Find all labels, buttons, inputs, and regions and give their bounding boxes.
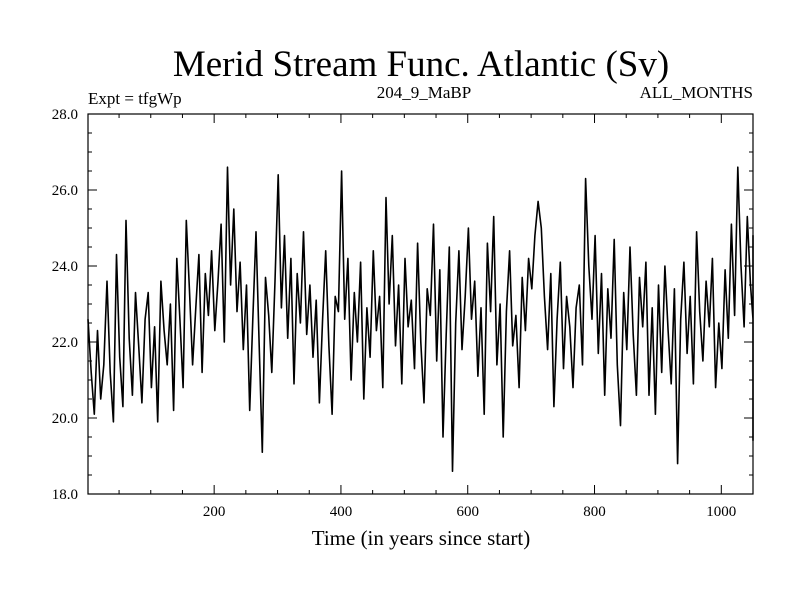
x-tick-label: 600 <box>456 504 479 520</box>
y-tick-label: 18.0 <box>52 487 78 503</box>
x-tick-label: 200 <box>203 504 226 520</box>
y-axis: 18.0 20.0 22.0 24.0 26.0 28.0 <box>52 107 753 503</box>
x-axis-label: Time (in years since start) <box>312 526 531 550</box>
experiment-label: Expt = tfgWp <box>88 89 182 108</box>
x-tick-label: 800 <box>583 504 606 520</box>
months-label: ALL_MONTHS <box>640 83 753 102</box>
amoc-series-line <box>87 166 754 473</box>
x-tick-label: 400 <box>330 504 353 520</box>
y-tick-label: 26.0 <box>52 183 78 199</box>
y-tick-label: 20.0 <box>52 411 78 427</box>
y-tick-label: 22.0 <box>52 335 78 351</box>
plot-frame <box>87 113 754 495</box>
y-tick-label: 28.0 <box>52 107 78 123</box>
x-axis: 200 400 600 800 1000 <box>118 114 754 520</box>
period-label: 204_9_MaBP <box>377 83 471 102</box>
x-tick-label: 1000 <box>706 504 736 520</box>
y-tick-label: 24.0 <box>52 259 78 275</box>
chart-title: Merid Stream Func. Atlantic (Sv) <box>173 44 669 85</box>
